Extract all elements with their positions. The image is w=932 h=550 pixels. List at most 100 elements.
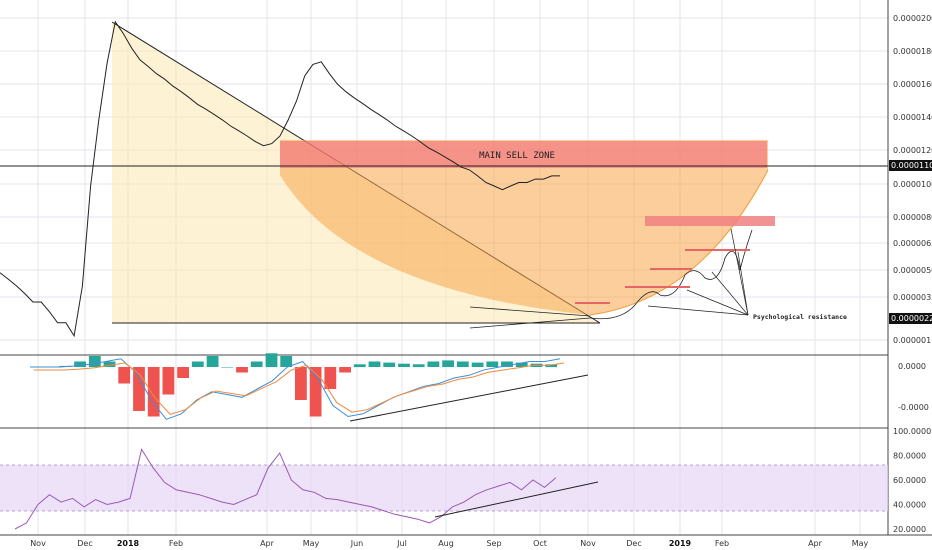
current-price-label: 0.00000227 bbox=[891, 314, 932, 323]
rsi-axis: 100.0000 80.0000 60.0000 40.0000 20.0000 bbox=[893, 427, 931, 534]
macd-tick-label: -0.0000 bbox=[898, 403, 929, 412]
current-price-box bbox=[889, 313, 932, 324]
resistance-arrow-5 bbox=[730, 228, 749, 316]
macd-bar bbox=[191, 361, 204, 367]
price-tick-label: 0.00000500 bbox=[893, 266, 932, 275]
x-tick-label: Oct bbox=[533, 539, 547, 548]
x-tick-label: Nov bbox=[580, 539, 596, 548]
resistance-price-box bbox=[889, 160, 932, 171]
macd-bar bbox=[339, 367, 351, 373]
resistance-arrow-1 bbox=[647, 305, 749, 316]
macd-bar bbox=[412, 364, 425, 368]
price-axis: 0.00002000 0.00001800 0.00001600 0.00001400… bbox=[893, 14, 932, 345]
rsi-band bbox=[0, 465, 888, 511]
rsi-tick-label: 20.0000 bbox=[893, 525, 926, 534]
price-tick-label: 0.00000350 bbox=[893, 293, 932, 302]
macd-bar bbox=[427, 361, 440, 367]
macd-panel: 0.0000 -0.0000 bbox=[30, 353, 929, 422]
macd-bar bbox=[206, 356, 219, 367]
projection-path bbox=[589, 229, 753, 320]
time-axis: Nov Dec 2018 Feb Apr May Jun Jul Aug Sep Oct Nov Dec… bbox=[30, 539, 868, 548]
macd-bar bbox=[486, 361, 499, 367]
price-tick-label: 0.00001800 bbox=[893, 47, 932, 56]
x-tick-label: Feb bbox=[169, 539, 183, 548]
price-tick-label: 0.00001200 bbox=[893, 146, 932, 155]
macd-bar bbox=[118, 367, 131, 384]
x-tick-label: Nov bbox=[30, 539, 46, 548]
macd-bar bbox=[74, 361, 86, 367]
x-tick-label: Feb bbox=[715, 539, 729, 548]
resistance-label: Psychological resistance bbox=[753, 313, 847, 321]
macd-bar bbox=[88, 356, 101, 367]
rsi-tick-label: 40.0000 bbox=[893, 501, 926, 510]
macd-bar bbox=[221, 367, 234, 368]
macd-bar bbox=[368, 361, 381, 367]
x-tick-label: Jun bbox=[350, 539, 364, 548]
rsi-tick-label: 60.0000 bbox=[893, 476, 926, 485]
x-tick-label: May bbox=[852, 539, 869, 548]
rsi-tick-label: 80.0000 bbox=[893, 452, 926, 461]
macd-bar bbox=[309, 367, 322, 417]
macd-bar bbox=[471, 362, 484, 367]
macd-bar bbox=[501, 361, 513, 367]
rsi-tick-label: 100.0000 bbox=[893, 427, 931, 436]
support-lower-line bbox=[469, 317, 591, 329]
macd-bar bbox=[103, 361, 116, 367]
macd-trend-line bbox=[349, 374, 589, 422]
macd-bar bbox=[515, 362, 528, 367]
sell-zone-label: MAIN SELL ZONE bbox=[479, 151, 555, 161]
orange-curve-zone bbox=[280, 140, 768, 315]
macd-bar bbox=[236, 367, 248, 373]
macd-bar bbox=[177, 367, 189, 378]
macd-bar bbox=[265, 353, 278, 368]
x-tick-label: Dec bbox=[77, 539, 92, 548]
macd-bar bbox=[353, 364, 366, 368]
macd-bar bbox=[162, 367, 175, 395]
main-sell-zone bbox=[280, 141, 767, 168]
macd-bar bbox=[280, 356, 293, 367]
x-tick-label: 2018 bbox=[117, 539, 140, 548]
macd-bar bbox=[456, 361, 469, 367]
macd-axis: 0.0000 -0.0000 bbox=[898, 362, 929, 412]
x-tick-label: Jul bbox=[396, 539, 407, 548]
x-tick-label: 2019 bbox=[669, 539, 692, 548]
rsi-trend-line bbox=[434, 481, 599, 518]
macd-line bbox=[30, 358, 561, 420]
macd-bar bbox=[133, 367, 145, 411]
support-upper-line bbox=[469, 306, 591, 317]
x-tick-label: May bbox=[303, 539, 320, 548]
price-tick-label: 0.00000110 bbox=[893, 336, 932, 345]
resistance-dash-1 bbox=[575, 302, 610, 304]
x-tick-label: Apr bbox=[260, 539, 275, 548]
resistance-dash-2 bbox=[625, 286, 690, 288]
price-tick-label: 0.00001400 bbox=[893, 113, 932, 122]
macd-bar bbox=[442, 360, 454, 367]
resistance-arrow-3 bbox=[711, 271, 749, 316]
macd-histogram bbox=[30, 353, 558, 417]
macd-bar bbox=[324, 367, 337, 389]
price-tick-label: 0.00000650 bbox=[893, 239, 932, 248]
resistance-arrow-4 bbox=[737, 251, 749, 316]
resistance-arrow-2 bbox=[686, 289, 749, 316]
macd-bar bbox=[545, 364, 558, 368]
macd-bar bbox=[147, 367, 160, 417]
price-series bbox=[0, 20, 560, 338]
rsi-panel: 100.0000 80.0000 60.0000 40.0000 20.0000 bbox=[0, 427, 931, 534]
resistance-dash-4 bbox=[685, 249, 750, 251]
x-tick-label: Sep bbox=[486, 539, 501, 548]
price-panel: MAIN SELL ZONE Psychological resistance … bbox=[0, 14, 932, 345]
rsi-line bbox=[14, 448, 557, 530]
macd-bar bbox=[295, 367, 307, 400]
macd-tick-label: 0.0000 bbox=[898, 362, 926, 371]
macd-bar bbox=[383, 362, 396, 367]
x-tick-label: Aug bbox=[438, 539, 454, 548]
price-tick-label: 0.00000800 bbox=[893, 213, 932, 222]
macd-bar bbox=[250, 361, 263, 367]
signal-line bbox=[34, 362, 565, 415]
resistance-box bbox=[645, 216, 775, 226]
x-tick-label: Dec bbox=[626, 539, 641, 548]
price-tick-label: 0.00002000 bbox=[893, 14, 932, 23]
x-tick-label: Apr bbox=[808, 539, 823, 548]
